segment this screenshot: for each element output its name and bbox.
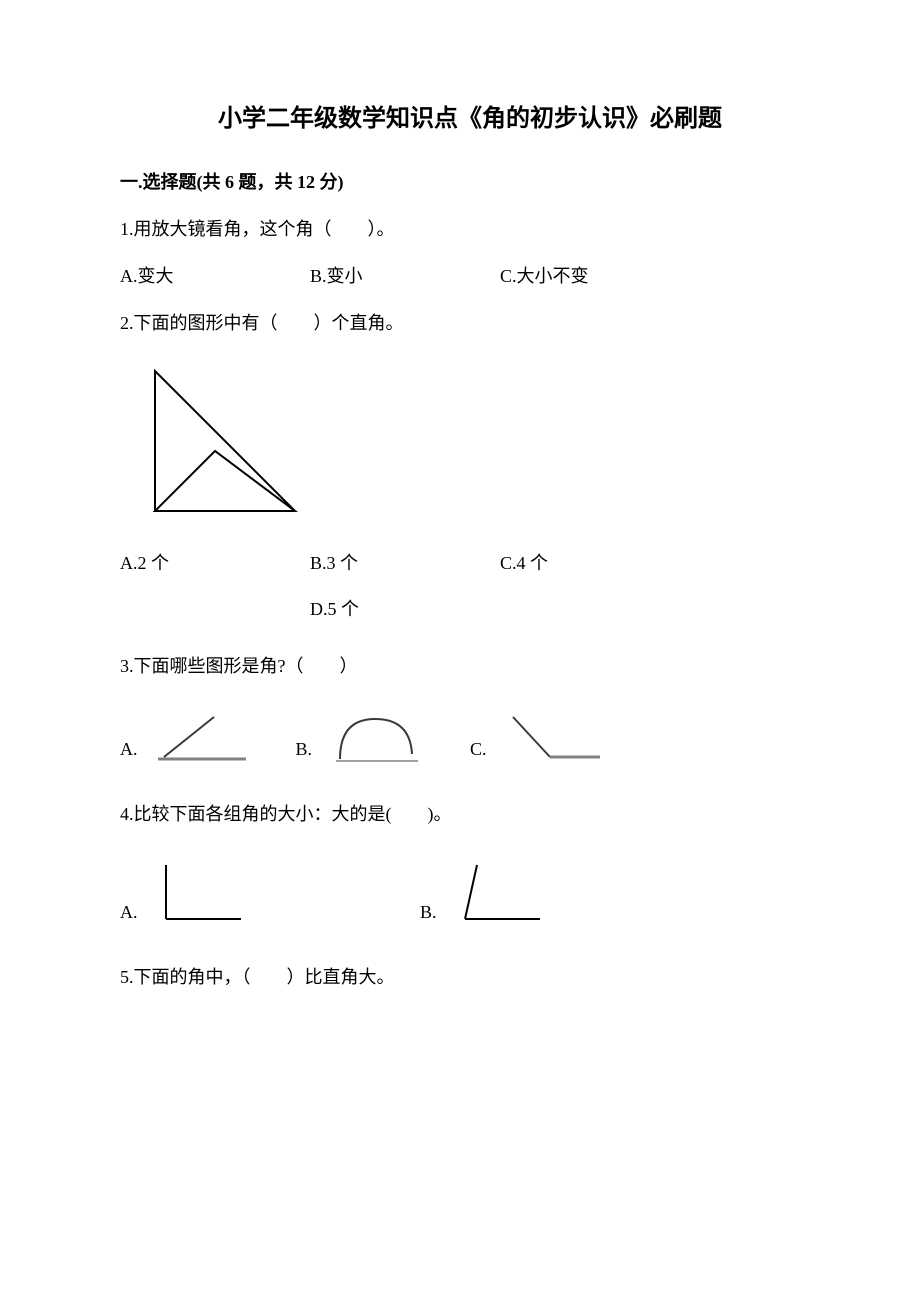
q1-opt-a: A.变大 <box>120 262 310 291</box>
q3-opt-a: A. <box>120 709 256 764</box>
q3-text: 3.下面哪些图形是角?（ ） <box>120 652 820 681</box>
q1-options: A.变大 B.变小 C.大小不变 <box>120 262 820 291</box>
q4-opt-b-label: B. <box>420 898 437 927</box>
q4-opt-a-label: A. <box>120 898 138 927</box>
q4-options: A. B. <box>120 857 820 927</box>
q3-opt-b-label: B. <box>296 735 313 764</box>
q3-opt-c: C. <box>470 709 605 764</box>
q2-opt-c: C.4 个 <box>500 549 690 578</box>
q4-opt-a: A. <box>120 857 380 927</box>
q3-options: A. B. C. <box>120 709 820 764</box>
q2-opt-d: D.5 个 <box>310 599 359 619</box>
q2-opt-d-row: D.5 个 <box>120 595 820 624</box>
triangle-figure <box>120 356 300 521</box>
q1-opt-c: C.大小不变 <box>500 262 690 291</box>
q4-opt-b: B. <box>420 857 545 927</box>
angle-shape-c <box>495 709 605 764</box>
angle-shape-a <box>146 709 256 764</box>
angle-b <box>445 857 545 927</box>
q2-opt-a: A.2 个 <box>120 549 310 578</box>
q2-opt-b: B.3 个 <box>310 549 500 578</box>
q3-opt-c-label: C. <box>470 735 487 764</box>
q5-text: 5.下面的角中，（ ）比直角大。 <box>120 963 820 992</box>
section-1-heading: 一.选择题(共 6 题，共 12 分) <box>120 168 820 197</box>
q2-figure <box>120 356 820 521</box>
angle-a <box>146 857 246 927</box>
arc-shape-b <box>320 709 430 764</box>
q3-opt-b: B. <box>296 709 431 764</box>
page-title: 小学二年级数学知识点《角的初步认识》必刷题 <box>120 100 820 138</box>
q2-options: A.2 个 B.3 个 C.4 个 <box>120 549 820 578</box>
q1-opt-b: B.变小 <box>310 262 500 291</box>
q1-text: 1.用放大镜看角，这个角（ ）。 <box>120 215 820 244</box>
q2-text: 2.下面的图形中有（ ）个直角。 <box>120 309 820 338</box>
q3-opt-a-label: A. <box>120 735 138 764</box>
q4-text: 4.比较下面各组角的大小：大的是( )。 <box>120 800 820 829</box>
